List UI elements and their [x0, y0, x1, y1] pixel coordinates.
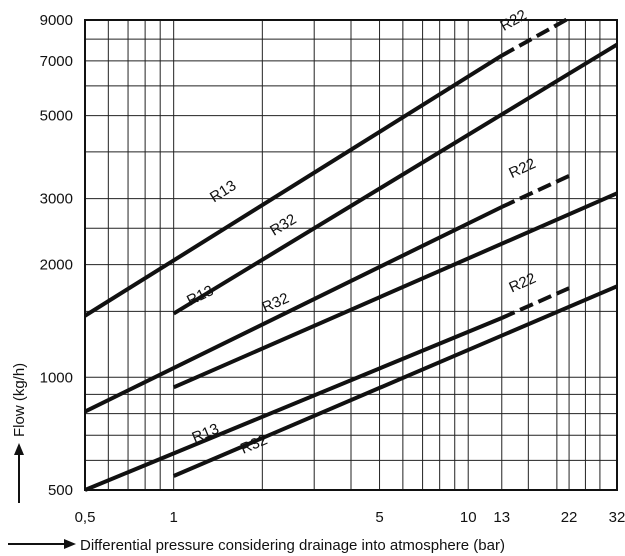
x-tick-label: 1 [169, 509, 177, 526]
x-tick-label: 32 [609, 509, 625, 526]
series-label-r13-middle: R13 [184, 282, 216, 309]
y-axis-title: Flow (kg/h) [11, 363, 28, 437]
series-line-r13-upper [83, 53, 503, 318]
series-line-r22-upper [500, 16, 571, 58]
grid [84, 19, 618, 491]
y-tick-label: 7000 [40, 53, 73, 70]
x-tick-label: 0,5 [75, 509, 96, 526]
y-tick-label: 2000 [40, 257, 73, 274]
x-axis-title-group: Differential pressure considering draina… [8, 537, 505, 554]
x-tick-label: 22 [561, 509, 578, 526]
y-tick-label: 3000 [40, 191, 73, 208]
y-tick-label: 500 [48, 482, 73, 499]
series-label-r13-lower: R13 [190, 420, 222, 446]
series-label-r32-upper: R32 [267, 211, 299, 240]
series-label-r22-middle: R22 [506, 155, 538, 182]
series-label-r22-lower: R22 [506, 270, 538, 297]
plot-frame [84, 19, 618, 491]
series-line-r32-lower [172, 284, 618, 478]
x-tick-label: 13 [493, 509, 510, 526]
tick-labels: 0,5 1 5 10 13 22 32 500 1000 2000 3000 5000 7000 9000 [40, 12, 625, 526]
series-line-r32-middle [172, 191, 618, 390]
y-axis-arrow-icon [14, 443, 24, 503]
x-tick-label: 5 [375, 509, 383, 526]
y-tick-label: 1000 [40, 369, 73, 386]
y-tick-label: 9000 [40, 12, 73, 29]
x-tick-label: 10 [460, 509, 477, 526]
series-line-r13-lower [84, 316, 503, 492]
x-axis-title: Differential pressure considering draina… [80, 537, 505, 554]
x-axis-arrow-icon [8, 539, 76, 549]
y-axis-title-group: Flow (kg/h) [11, 363, 28, 503]
series-label-r13-upper: R13 [207, 177, 239, 206]
series-line-r22-middle [500, 174, 570, 209]
y-tick-label: 5000 [40, 108, 73, 125]
series-line-r13-middle [84, 205, 503, 414]
series-lines [83, 16, 619, 492]
series-line-r32-upper [172, 42, 619, 316]
series-line-r22-lower [500, 286, 570, 320]
